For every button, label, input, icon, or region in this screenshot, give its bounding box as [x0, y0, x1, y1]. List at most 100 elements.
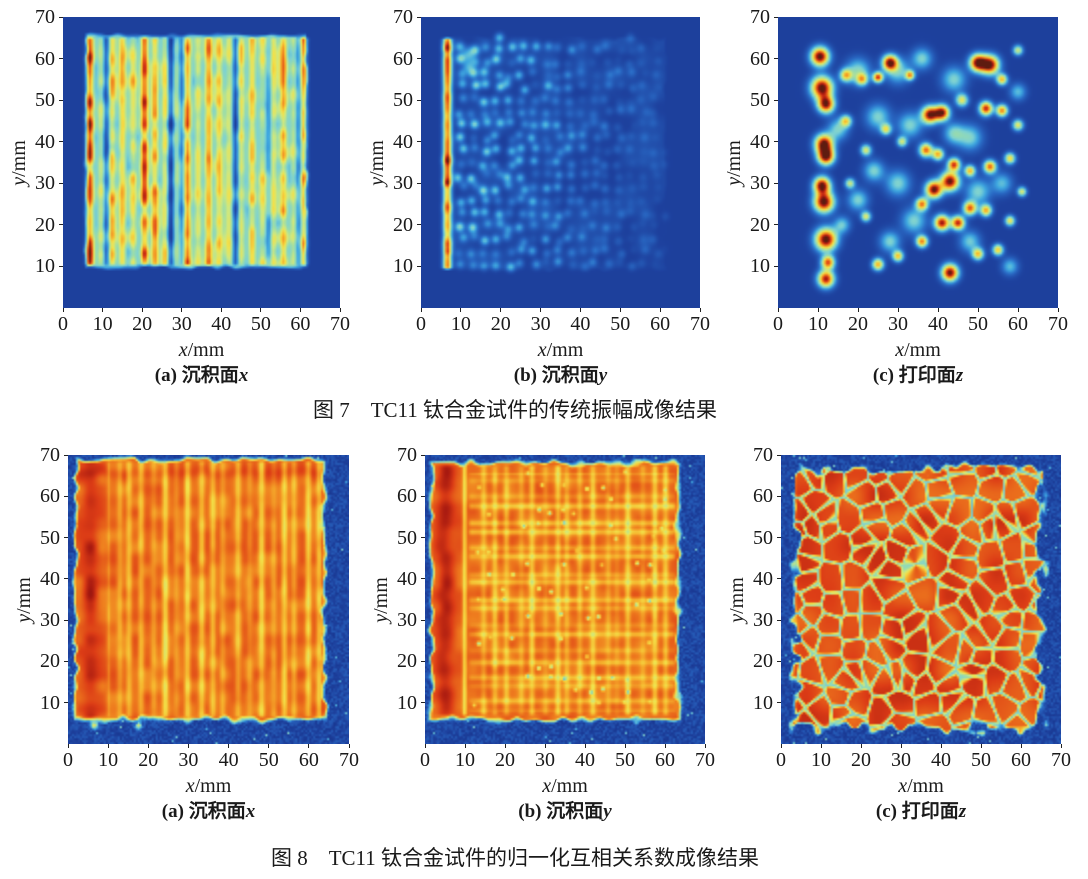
y-tick-mark [64, 495, 68, 497]
y-tick-label: 70 [35, 6, 55, 28]
y-axis-label: y/mm [13, 576, 35, 623]
y-tick-label: 50 [750, 89, 770, 112]
x-tick-mark [777, 308, 779, 312]
x-tick-mark [584, 744, 586, 748]
x-tick-mark [141, 308, 143, 312]
y-tick-label: 70 [753, 444, 773, 466]
y-tick-label: 40 [750, 130, 770, 153]
x-axis-label: x/mm [186, 776, 232, 796]
y-tick-label: 20 [397, 650, 417, 673]
y-tick-label: 40 [753, 567, 773, 590]
x-tick-mark [860, 744, 862, 748]
y-axis-label: y/mm [8, 140, 30, 186]
x-tick-mark [299, 308, 301, 312]
y-tick-label: 20 [753, 650, 773, 673]
x-tick-mark [424, 744, 426, 748]
y-axis-label-unit: /mm [723, 139, 745, 177]
x-tick-mark [102, 308, 104, 312]
y-tick-mark [777, 578, 781, 580]
x-tick-label: 70 [690, 313, 710, 335]
x-tick-mark [780, 744, 782, 748]
x-tick-mark [228, 744, 230, 748]
heatmap-fig7-b [421, 17, 700, 308]
y-axis-label-variable: y [8, 176, 30, 186]
x-tick-mark [980, 744, 982, 748]
y-tick-mark [64, 537, 68, 539]
y-tick-mark [59, 99, 63, 101]
x-tick-label: 20 [495, 749, 515, 771]
figure7-caption: 图 7 TC11 钛合金试件的传统振幅成像结果 [312, 398, 718, 422]
x-tick-mark [900, 744, 902, 748]
x-tick-label: 0 [420, 749, 430, 771]
subplot-label-fig7-a: (a) 沉积面x [155, 366, 248, 385]
x-tick-mark [664, 744, 666, 748]
x-tick-label: 20 [132, 313, 153, 335]
subplot-label-fig7-b: (b) 沉积面y [514, 366, 607, 385]
y-tick-mark [777, 495, 781, 497]
x-tick-label: 0 [776, 749, 786, 771]
subplot-label-variable: z [955, 365, 964, 386]
x-tick-label: 20 [138, 749, 159, 771]
y-tick-label: 60 [40, 485, 60, 508]
x-axis-label-unit: /mm [904, 339, 941, 361]
x-tick-label: 10 [98, 749, 119, 771]
y-tick-mark [64, 454, 68, 456]
y-tick-mark [417, 58, 421, 60]
y-tick-label: 20 [393, 213, 413, 236]
y-axis-label-unit: /mm [13, 576, 35, 614]
x-axis-label-unit: /mm [194, 775, 232, 797]
y-tick-label: 40 [393, 130, 413, 153]
y-tick-mark [59, 58, 63, 60]
y-tick-mark [777, 660, 781, 662]
x-tick-label: 70 [339, 749, 359, 771]
subplot-label-fig8-b: (b) 沉积面y [518, 802, 611, 821]
y-tick-mark [64, 619, 68, 621]
subplot-label-text: (c) 打印面 [872, 365, 956, 386]
y-tick-label: 70 [750, 6, 770, 28]
y-tick-mark [777, 454, 781, 456]
y-tick-mark [64, 578, 68, 580]
y-tick-mark [64, 702, 68, 704]
x-tick-mark [308, 744, 310, 748]
subplot-label-fig8-a: (a) 沉积面x [162, 802, 255, 821]
x-axis-label-unit: /mm [907, 775, 944, 797]
x-tick-label: 40 [575, 749, 595, 771]
subplot-label-fig8-c: (c) 打印面z [876, 802, 966, 821]
x-tick-label: 40 [218, 749, 239, 771]
y-tick-mark [59, 224, 63, 226]
y-tick-label: 60 [393, 47, 413, 70]
x-tick-mark [544, 744, 546, 748]
y-axis-label-variable: y [723, 176, 745, 186]
x-tick-label: 60 [298, 749, 319, 771]
x-tick-label: 10 [92, 313, 113, 335]
y-tick-mark [777, 537, 781, 539]
y-tick-mark [64, 660, 68, 662]
y-tick-label: 40 [35, 130, 55, 153]
subplot-label-variable: y [603, 801, 612, 822]
subplot-label-text: (b) 沉积面 [518, 801, 604, 822]
y-tick-mark [421, 454, 425, 456]
x-tick-mark [464, 744, 466, 748]
x-tick-label: 30 [891, 749, 911, 771]
y-tick-label: 30 [750, 172, 770, 195]
y-tick-label: 20 [40, 650, 60, 673]
y-tick-label: 60 [750, 47, 770, 70]
x-tick-label: 30 [171, 313, 192, 335]
x-tick-label: 0 [416, 313, 426, 335]
x-tick-mark [1057, 308, 1059, 312]
y-tick-mark [59, 141, 63, 143]
y-tick-label: 20 [35, 213, 55, 236]
y-tick-label: 50 [40, 526, 60, 549]
x-axis-label-variable: x [898, 775, 908, 797]
x-axis-label-variable: x [537, 339, 547, 361]
y-tick-mark [421, 702, 425, 704]
y-tick-mark [417, 224, 421, 226]
x-tick-label: 70 [1051, 749, 1071, 771]
y-tick-label: 30 [393, 172, 413, 195]
x-tick-label: 20 [851, 749, 871, 771]
x-axis-label-variable: x [895, 339, 905, 361]
y-tick-mark [774, 224, 778, 226]
subplot-label-fig7-c: (c) 打印面z [873, 366, 963, 385]
y-tick-label: 30 [35, 172, 55, 195]
x-tick-mark [504, 744, 506, 748]
